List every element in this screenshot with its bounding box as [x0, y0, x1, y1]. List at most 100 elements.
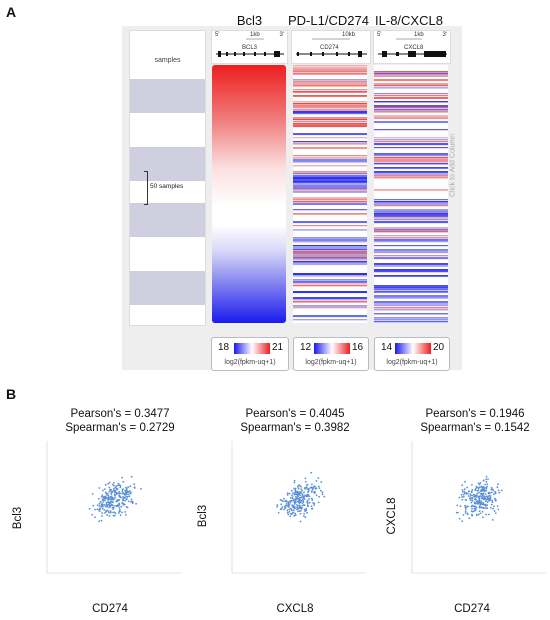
heatmap-stripe — [293, 73, 367, 75]
scatter-point — [311, 499, 314, 502]
scatter-point — [304, 477, 307, 480]
scatter-point — [486, 501, 489, 503]
scatter-point — [484, 493, 487, 495]
scatter-point — [106, 505, 108, 508]
scatter-plot-2 — [231, 441, 366, 574]
heatmap-stripe — [374, 317, 448, 319]
scatter-point — [494, 499, 497, 502]
scatter-point — [317, 485, 320, 488]
scatter-point — [477, 487, 480, 490]
scatter-point — [464, 512, 467, 514]
scatter-point — [116, 504, 119, 506]
heatmap-stripe — [374, 163, 448, 165]
scatter-point — [306, 501, 309, 504]
heatmap-stripe — [374, 309, 448, 311]
heatmap-stripe — [293, 157, 367, 159]
scatter-point — [293, 503, 296, 505]
scatter-point — [92, 504, 95, 507]
scatter-point — [497, 483, 499, 486]
scatter-point — [106, 514, 108, 516]
scatter-point — [288, 492, 291, 495]
scatter-point — [482, 493, 484, 496]
scatter-point — [480, 500, 483, 502]
scatter-point — [308, 498, 310, 500]
heatmap-stripe — [293, 155, 367, 157]
scatter-point — [118, 490, 121, 493]
scatter-point — [302, 504, 305, 506]
heatmap-stripe — [374, 155, 448, 157]
scatter-point — [469, 496, 472, 499]
heatmap-stripe — [374, 307, 448, 309]
strand-left-label: 5' — [377, 32, 382, 38]
heatmap-stripe — [374, 129, 448, 131]
scatter-point — [111, 492, 113, 494]
scatter-point — [297, 510, 299, 513]
scatter-point — [295, 496, 298, 499]
scatter-point — [298, 504, 301, 507]
scatter-point — [98, 510, 101, 512]
heatmap-stripe — [293, 143, 367, 145]
scatter-point — [480, 506, 483, 509]
heatmap-stripe — [374, 301, 448, 304]
heatmap-stripe — [374, 75, 448, 77]
scatter-point — [461, 498, 464, 501]
heatmap-stripe — [293, 91, 367, 93]
scatter-point — [111, 500, 113, 503]
gene-label: BCL3 — [242, 45, 258, 51]
scatter-point — [108, 511, 110, 514]
scatter-point — [124, 499, 126, 502]
heatmap-stripe — [293, 175, 367, 178]
heatmap-stripe — [293, 187, 367, 190]
scatter-point — [117, 484, 119, 487]
scatter-point — [490, 503, 493, 506]
column-title-bcl3: Bcl3 — [236, 13, 263, 28]
scatter-point — [113, 482, 115, 484]
legend-bcl3: 18 21 log2(fpkm-uq+1) — [211, 337, 289, 371]
scatter-point — [464, 508, 467, 510]
legend-gradient — [234, 343, 270, 354]
heatmap-stripe — [374, 177, 448, 179]
heatmap-stripe — [293, 245, 367, 247]
heatmap-stripe — [293, 221, 367, 224]
scatter-point — [288, 510, 291, 513]
heatmap-stripe — [374, 139, 448, 141]
scatter-point — [120, 505, 123, 508]
heatmap-stripe — [293, 249, 367, 251]
scatter-point — [105, 510, 107, 513]
scatter-point — [122, 488, 124, 490]
scatter-point — [297, 495, 299, 498]
heatmap-stripe — [293, 185, 367, 187]
scatter-point — [98, 502, 101, 505]
scatter-point — [478, 510, 481, 513]
heatmap-stripe — [293, 67, 367, 70]
scatter-point — [292, 492, 294, 494]
scatter-point — [484, 500, 487, 503]
scatter-point — [133, 483, 136, 486]
scatter-point — [464, 506, 467, 508]
scatter-point — [125, 487, 128, 490]
panel-b-letter: B — [6, 386, 17, 402]
scatter-point — [489, 495, 492, 497]
scatter-point — [283, 505, 286, 508]
scatter-point — [297, 485, 299, 488]
heatmap-stripe — [374, 141, 448, 143]
scatter-point — [289, 500, 291, 503]
heatmap-stripe — [374, 205, 448, 207]
scatter-point — [94, 508, 96, 511]
scatter-point — [497, 489, 500, 492]
scatter-point — [103, 503, 106, 506]
samples-label: samples — [154, 57, 181, 64]
heatmap-cxcl8 — [374, 65, 448, 323]
scatter-point — [478, 496, 481, 499]
plot2-ylabel: Bcl3 — [197, 504, 209, 528]
scatter-point — [293, 498, 296, 501]
scatter-point — [315, 494, 318, 497]
heatmap-bcl3 — [212, 65, 286, 323]
heatmap-stripe — [374, 107, 448, 109]
add-column-button[interactable]: Click to Add Column — [448, 62, 462, 312]
scatter-point — [108, 506, 110, 509]
scatter-point — [479, 502, 482, 504]
heatmap-stripe — [293, 261, 367, 263]
scatter-point — [306, 484, 308, 486]
scatter-point — [466, 486, 469, 489]
